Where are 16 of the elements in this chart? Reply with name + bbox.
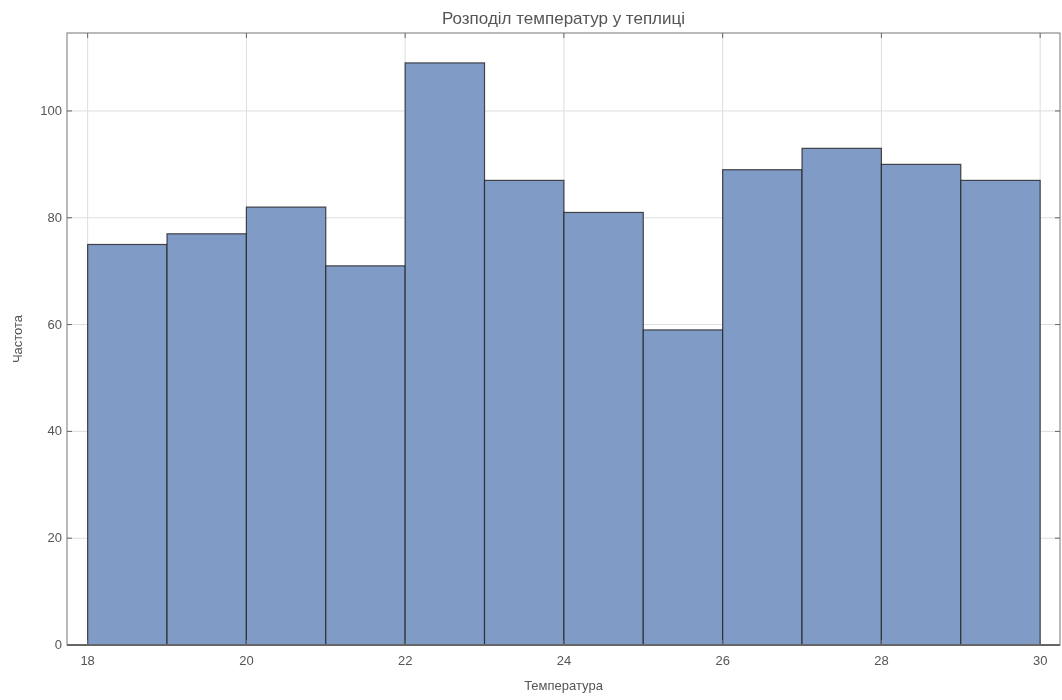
y-tick-label: 60 xyxy=(47,316,62,332)
x-tick-label: 18 xyxy=(80,653,95,668)
y-tick-label: 80 xyxy=(47,209,62,225)
x-tick-label: 20 xyxy=(239,653,254,668)
x-tick-label: 24 xyxy=(556,653,572,668)
x-axis-title: Температура xyxy=(524,678,604,693)
x-tick-label: 26 xyxy=(715,653,730,668)
y-tick-label: 40 xyxy=(47,423,62,439)
x-tick-label: 28 xyxy=(874,653,889,668)
y-axis-title: Частота xyxy=(10,314,25,364)
y-tick-label: 100 xyxy=(40,102,62,118)
chart-title: Розподіл температур у теплиці xyxy=(441,9,686,28)
x-tick-label: 22 xyxy=(397,653,413,668)
y-tick-label: 20 xyxy=(47,530,62,546)
y-tick-label: 0 xyxy=(54,637,62,652)
x-tick-label: 30 xyxy=(1032,653,1048,668)
